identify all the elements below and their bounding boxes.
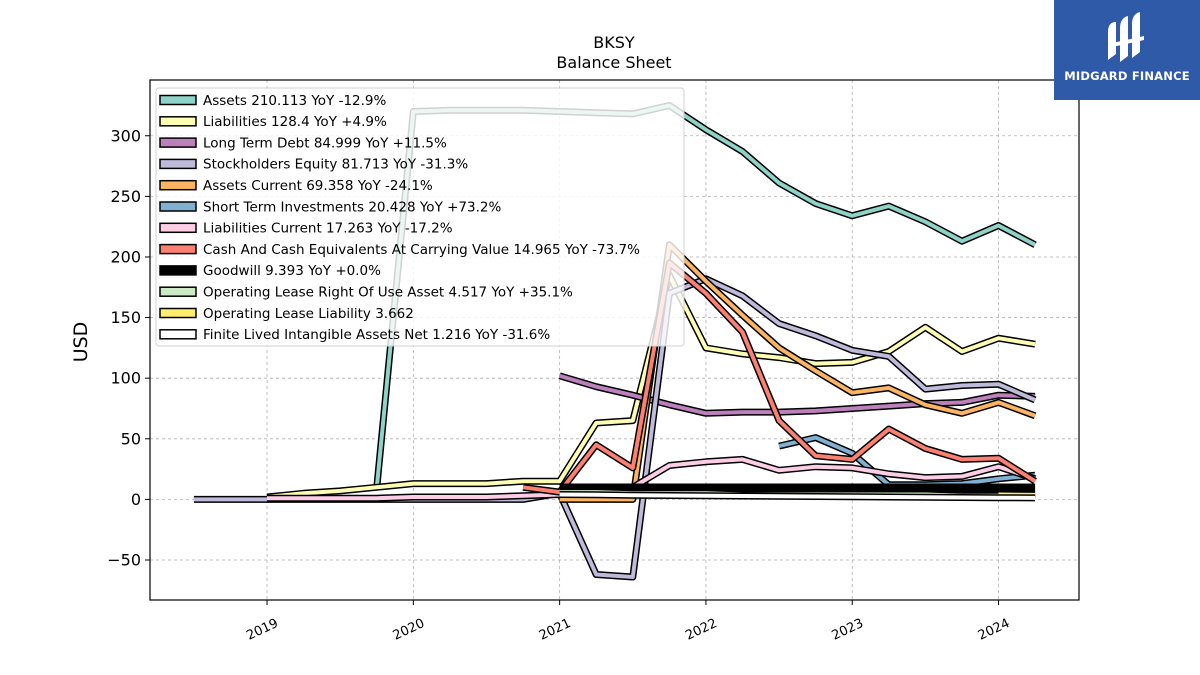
legend-swatch — [159, 243, 197, 255]
legend-entry: Operating Lease Liability 3.662 — [203, 306, 414, 322]
series-cash-and-cash-equivalents-at-carrying-value — [522, 259, 1037, 496]
legend-swatch — [159, 222, 197, 234]
legend-entry: Goodwill 9.393 YoY +0.0% — [203, 263, 381, 279]
legend-entry: Cash And Cash Equivalents At Carrying Va… — [203, 242, 640, 258]
legend-swatch — [159, 137, 197, 148]
legend-box — [155, 87, 685, 347]
legend-entry: Assets 210.113 YoY -12.9% — [203, 93, 387, 109]
legend-swatch — [159, 286, 197, 297]
series-line — [522, 261, 1037, 495]
legend-entry: Liabilities Current 17.263 YoY -17.2% — [203, 221, 453, 237]
legend-swatch — [159, 307, 197, 319]
chart-title: BKSY — [593, 33, 635, 52]
legend-swatch — [159, 201, 197, 212]
y-tick-label: 200 — [110, 247, 141, 266]
series-assets-current — [559, 241, 1037, 503]
y-tick-label: 150 — [110, 308, 141, 327]
y-tick-label: 50 — [121, 429, 141, 448]
series-finite-lived-intangible-assets-net — [559, 491, 1036, 502]
legend-entry: Operating Lease Right Of Use Asset 4.517… — [203, 285, 573, 301]
y-axis-label: USD — [70, 322, 92, 363]
legend-swatch — [159, 179, 197, 191]
series-line — [559, 242, 1036, 502]
series-line — [267, 457, 1036, 501]
plot-frame — [149, 79, 1080, 601]
legend-entry: Short Term Investments 20.428 YoY +73.2% — [203, 199, 501, 215]
x-tick-label: 2019 — [244, 616, 280, 644]
y-tick-label: 0 — [131, 490, 141, 509]
y-tick-label: −50 — [107, 551, 141, 570]
x-tick-label: 2023 — [830, 616, 866, 644]
legend-entry: Assets Current 69.358 YoY -24.1% — [203, 178, 433, 194]
series-line — [559, 492, 1036, 500]
legend-entry: Finite Lived Intangible Assets Net 1.216… — [203, 327, 550, 343]
series-line — [559, 373, 1036, 416]
legend-swatch — [159, 116, 197, 127]
legend-entry: Liabilities 128.4 YoY +4.9% — [203, 114, 387, 130]
legend-swatch — [159, 158, 197, 170]
logo-text: MIDGARD FINANCE — [1064, 69, 1190, 83]
midgard-logo-icon — [1108, 12, 1144, 62]
y-tick-label: 100 — [110, 369, 141, 388]
series-liabilities-current — [267, 455, 1037, 502]
x-tick-label: 2021 — [537, 616, 573, 644]
midgard-finance-logo: MIDGARD FINANCE — [1054, 0, 1200, 100]
y-tick-label: 300 — [110, 126, 141, 145]
y-tick-label: 250 — [110, 187, 141, 206]
series-long-term-debt — [558, 372, 1036, 417]
legend: Assets 210.113 YoY -12.9% Liabilities 128… — [155, 87, 685, 347]
x-tick-label: 2020 — [391, 616, 427, 644]
x-tick-label: 2024 — [976, 616, 1012, 644]
legend-entry: Long Term Debt 84.999 YoY +11.5% — [203, 135, 447, 151]
x-tick-label: 2022 — [683, 616, 719, 644]
legend-swatch — [159, 265, 197, 276]
legend-swatch — [159, 94, 197, 106]
legend-swatch — [159, 329, 197, 340]
chart-subtitle: Balance Sheet — [556, 53, 671, 72]
legend-entry: Stockholders Equity 81.713 YoY -31.3% — [203, 157, 468, 173]
